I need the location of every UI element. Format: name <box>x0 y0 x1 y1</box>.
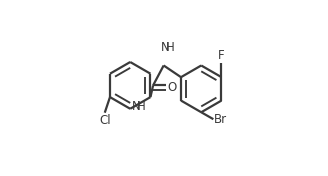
Text: F: F <box>218 49 225 62</box>
Text: H: H <box>137 100 146 113</box>
Text: N: N <box>132 100 141 113</box>
Text: N: N <box>161 41 170 54</box>
Text: H: H <box>166 41 175 54</box>
Text: O: O <box>168 81 177 94</box>
Text: Br: Br <box>214 113 227 126</box>
Text: Cl: Cl <box>99 114 111 127</box>
